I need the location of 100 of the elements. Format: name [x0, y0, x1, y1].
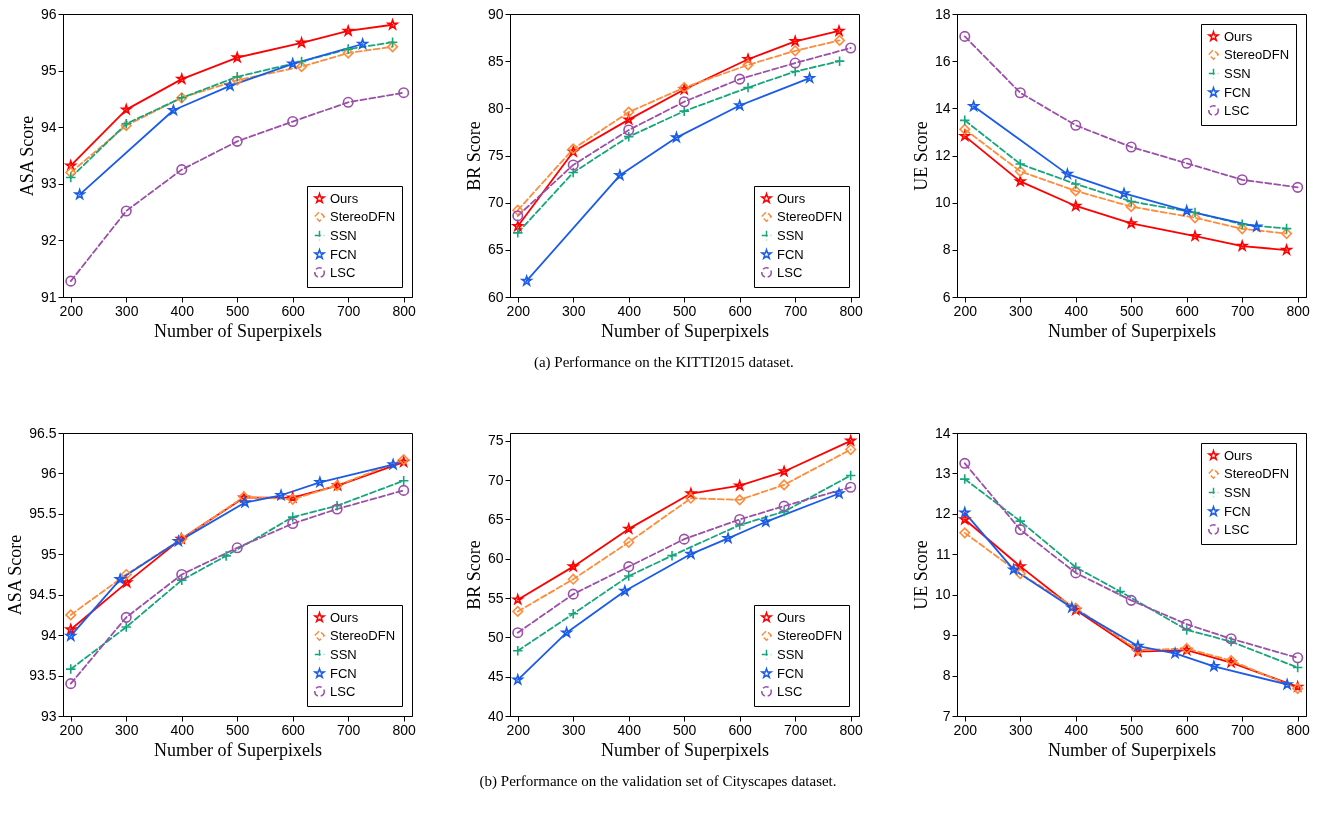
point: [1118, 187, 1130, 199]
y-axis-title: ASA Score: [5, 534, 26, 616]
y-tick-label: 12: [934, 147, 951, 163]
point: [834, 34, 846, 46]
y-tick-label: 14: [934, 424, 951, 441]
x-tick-label: 700: [1231, 721, 1255, 738]
point: [567, 166, 579, 179]
point: [734, 494, 746, 506]
legend-label: FCN: [777, 246, 804, 262]
x-tick-label: 400: [617, 721, 642, 738]
y-axis-title: BR Score: [463, 540, 484, 610]
point: [120, 205, 132, 217]
point: [666, 550, 678, 562]
point: [512, 210, 524, 222]
x-tick-label: 300: [562, 721, 586, 738]
x-tick-label: 600: [728, 302, 753, 319]
y-tick-label: 70: [487, 471, 504, 488]
point: [1014, 524, 1026, 536]
x-tick-label: 200: [953, 721, 978, 738]
point: [1014, 87, 1026, 99]
y-tick-label: 95: [40, 62, 57, 79]
point: [1014, 568, 1026, 580]
y-tick-label: 9: [942, 626, 951, 643]
point: [623, 536, 635, 548]
y-tick-label: 95.5: [29, 505, 57, 522]
legend-label: FCN: [1224, 503, 1251, 519]
x-axis-title: Number of Superpixels: [154, 739, 322, 760]
point: [845, 42, 857, 54]
point: [959, 30, 971, 42]
legend-label: LSC: [777, 683, 803, 699]
x-axis-title: Number of Superpixels: [601, 739, 769, 760]
y-tick-label: 55: [487, 589, 504, 606]
point: [176, 73, 188, 84]
y-tick-label: 11: [935, 545, 951, 562]
y-tick-label: 6: [942, 288, 951, 305]
legend-label: Ours: [330, 190, 359, 206]
y-tick-label: 75: [487, 432, 504, 449]
legend-label: Ours: [330, 609, 359, 625]
legend-label: StereoDFN: [330, 208, 396, 224]
point: [567, 608, 579, 620]
point: [65, 678, 77, 690]
point: [1070, 185, 1082, 197]
y-tick-label: 10: [934, 194, 951, 211]
y-tick-label: 93: [40, 707, 57, 724]
point: [623, 124, 635, 136]
point: [742, 53, 754, 64]
y-tick-label: 45: [487, 668, 504, 685]
x-tick-label: 500: [673, 721, 697, 738]
y-tick-label: 16: [934, 52, 951, 69]
point: [120, 611, 132, 623]
x-tick-label: 600: [281, 721, 306, 738]
point: [176, 568, 188, 581]
point: [789, 45, 801, 57]
point: [220, 550, 232, 562]
point: [65, 275, 77, 287]
x-tick-label: 600: [1175, 721, 1200, 738]
point: [1281, 223, 1293, 235]
x-tick-label: 500: [1120, 302, 1144, 319]
point: [387, 458, 399, 470]
y-tick-label: 93.5: [29, 667, 57, 684]
point: [398, 484, 410, 496]
point: [1181, 624, 1193, 636]
point: [734, 519, 746, 531]
y-tick-label: 92: [40, 231, 57, 248]
point: [1070, 119, 1082, 131]
point: [342, 25, 354, 36]
point: [1189, 212, 1201, 224]
point: [120, 621, 132, 633]
point: [296, 56, 308, 68]
y-tick-label: 18: [934, 5, 951, 22]
x-tick-label: 700: [784, 721, 808, 738]
legend-label: SSN: [330, 227, 357, 243]
point: [778, 465, 790, 477]
point: [1014, 560, 1026, 572]
y-tick-label: 10: [934, 586, 951, 603]
point: [287, 511, 299, 523]
x-tick-label: 400: [1064, 302, 1089, 319]
legend-label: SSN: [777, 227, 804, 243]
x-tick-label: 600: [1175, 302, 1200, 319]
y-tick-label: 14: [934, 99, 951, 116]
point: [1189, 207, 1201, 219]
x-tick-label: 700: [337, 721, 361, 738]
legend-label: StereoDFN: [1224, 46, 1290, 62]
legend-label: SSN: [777, 646, 804, 662]
point: [1014, 158, 1026, 170]
x-tick-label: 400: [170, 302, 195, 319]
point: [742, 59, 754, 71]
y-axis-title: UE Score: [910, 540, 931, 610]
legend-label: Ours: [1224, 447, 1253, 463]
y-tick-label: 8: [942, 667, 951, 684]
point: [1125, 217, 1137, 229]
x-tick-label: 600: [281, 302, 306, 319]
point: [512, 627, 524, 639]
x-axis-title: Number of Superpixels: [1048, 320, 1216, 341]
point: [678, 533, 690, 545]
point: [65, 623, 77, 635]
legend-label: LSC: [330, 264, 356, 280]
point: [1292, 652, 1304, 664]
x-tick-label: 700: [784, 302, 808, 319]
x-tick-label: 400: [1064, 721, 1089, 738]
